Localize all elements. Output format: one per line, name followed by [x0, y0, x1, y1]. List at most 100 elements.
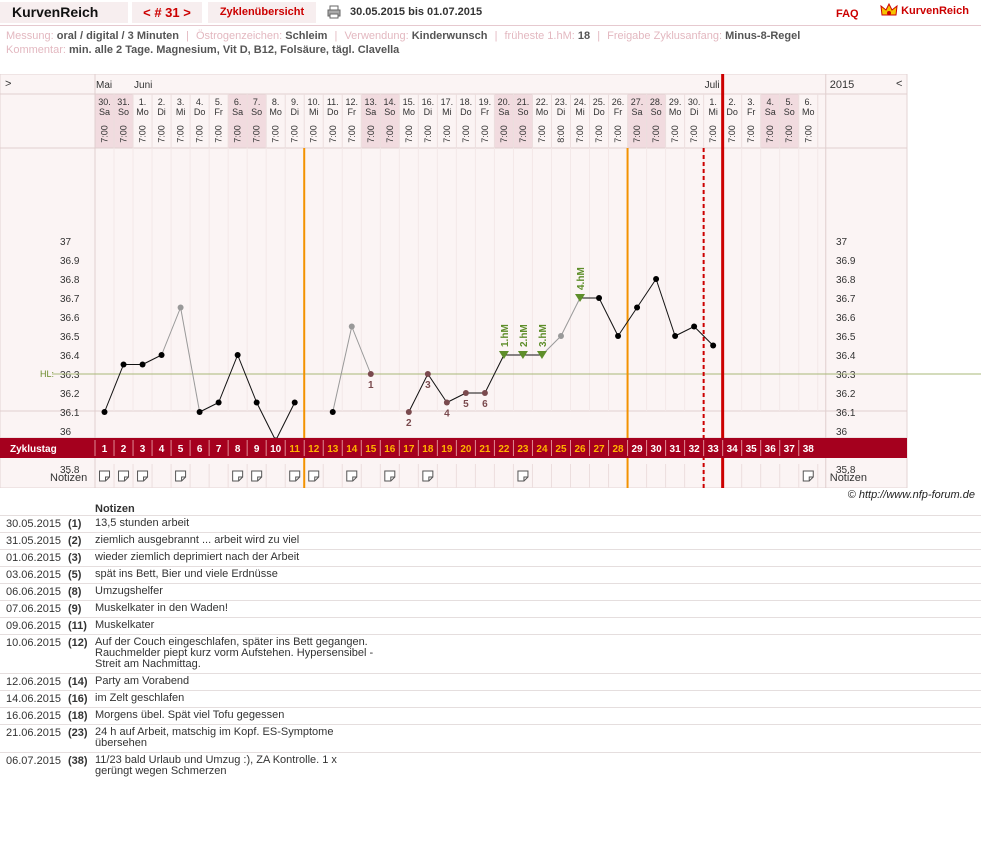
copyright: © http://www.nfp-forum.de [847, 489, 975, 501]
y-tick-label: 36.4 [60, 351, 80, 362]
cycle-day-number: 32 [689, 444, 701, 455]
temp-point [481, 390, 488, 396]
note-text-line: übersehen [95, 737, 147, 749]
note-icon[interactable] [118, 470, 130, 482]
note-cycle-day: (16) [68, 693, 88, 705]
temp-point [615, 333, 622, 339]
note-icon[interactable] [346, 470, 358, 482]
y-tick-label: 36.5 [836, 332, 856, 343]
note-icon-body [346, 470, 358, 482]
hm-label: 4.hM [576, 267, 587, 290]
temp-point [710, 342, 717, 349]
cycle-day-number: 33 [708, 444, 720, 455]
day-time: 7:00 [746, 125, 756, 143]
note-icon[interactable] [289, 470, 301, 482]
note-icon[interactable] [251, 470, 263, 482]
day-weekday: Sa [99, 107, 110, 117]
weekend-column [513, 94, 533, 148]
note-row: 09.06.2015 (11) Muskelkater [0, 617, 981, 635]
day-time: 7:00 [670, 125, 680, 143]
day-weekday: Sa [765, 107, 776, 117]
low-count-label: 3 [425, 380, 431, 391]
day-time: 7:00 [765, 125, 775, 143]
month-label: Juni [134, 80, 152, 91]
meta-label: Messung: [6, 30, 54, 42]
day-weekday: Mi [442, 107, 452, 117]
hm-marker [517, 351, 528, 359]
faq-link[interactable]: FAQ [836, 8, 859, 20]
weekend-column [380, 94, 400, 148]
note-icon[interactable] [802, 470, 814, 482]
note-date: 06.06.2015 [6, 586, 62, 598]
temp-point [462, 390, 469, 396]
day-time: 7:00 [708, 125, 718, 143]
temp-line-segment [218, 354, 239, 403]
weekend-column [627, 94, 647, 148]
temp-line-segment [256, 402, 277, 441]
tab-cycle-overview[interactable]: Zyklenübersicht [208, 2, 316, 23]
y-tick-label: 35.8 [836, 465, 856, 476]
note-icon-body [289, 470, 301, 482]
note-cycle-day: (5) [68, 569, 82, 581]
day-weekday: So [651, 107, 662, 117]
note-icon[interactable] [517, 470, 529, 482]
note-text-line: Party am Vorabend [95, 675, 190, 687]
cycle-day-number: 21 [479, 444, 491, 455]
temp-point [634, 304, 641, 311]
day-weekday: Fr [747, 107, 756, 117]
temp-point [443, 399, 450, 406]
day-date: 18. [460, 97, 473, 107]
brand-link[interactable]: KurvenReich [880, 2, 969, 20]
cycle-day-number: 25 [555, 444, 567, 455]
day-time: 7:00 [176, 125, 186, 143]
note-date: 14.06.2015 [6, 693, 62, 705]
day-time: 7:00 [537, 125, 547, 143]
temp-line-segment [199, 402, 219, 413]
note-row: 30.05.2015 (1) 13,5 stunden arbeit [0, 515, 981, 533]
note-text: Umzugshelfer [95, 586, 375, 597]
y-tick-label: 36 [836, 427, 848, 438]
cycle-day-number: 2 [121, 444, 127, 455]
cycle-day-number: 16 [384, 444, 396, 455]
note-text: ziemlich ausgebrannt ... arbeit wird zu … [95, 535, 375, 546]
note-icon-fold [428, 476, 433, 481]
note-icon[interactable] [422, 470, 434, 482]
y-tick-label: 36.7 [836, 294, 856, 305]
day-time: 7:00 [252, 125, 262, 143]
print-icon[interactable] [327, 5, 341, 19]
temp-line-segment [104, 364, 124, 413]
day-time: 8:00 [556, 125, 566, 143]
day-time: 7:00 [442, 125, 452, 143]
app-logo[interactable]: KurvenReich [0, 2, 128, 23]
day-time: 7:00 [499, 125, 509, 143]
note-text: spät ins Bett, Bier und viele Erdnüsse [95, 569, 375, 580]
day-time: 7:00 [271, 125, 281, 143]
note-icon[interactable] [384, 470, 396, 482]
note-date: 07.06.2015 [6, 603, 62, 615]
note-icon[interactable] [175, 470, 187, 482]
day-date: 14. [384, 97, 397, 107]
day-weekday: Di [557, 107, 566, 117]
cycle-day-number: 30 [651, 444, 663, 455]
day-date: 9. [291, 97, 299, 107]
cycle-day-number: 1 [102, 444, 108, 455]
y-tick-label: 36.2 [60, 389, 80, 400]
note-icon[interactable] [308, 470, 320, 482]
day-weekday: Mi [309, 107, 319, 117]
meta-separator: | [186, 30, 189, 42]
day-time: 7:00 [309, 125, 319, 143]
note-text-line: wieder ziemlich deprimiert nach der Arbe… [95, 551, 300, 563]
y-tick-label: 36.9 [836, 256, 856, 267]
day-time: 7:00 [328, 125, 338, 143]
cycle-navigator[interactable]: < # 31 > [132, 2, 202, 23]
note-icon[interactable] [137, 470, 149, 482]
note-icon[interactable] [232, 470, 244, 482]
day-time: 7:00 [385, 125, 395, 143]
hm-marker [536, 351, 547, 359]
day-date: 4. [196, 97, 204, 107]
note-text-line: Rauchmelder piept kurz vorm Aufstehen. H… [95, 647, 374, 659]
note-icon[interactable] [99, 470, 111, 482]
day-date: 28. [650, 97, 663, 107]
note-text: Auf der Couch eingeschlafen, später ins … [95, 637, 375, 670]
day-date: 7. [253, 97, 261, 107]
